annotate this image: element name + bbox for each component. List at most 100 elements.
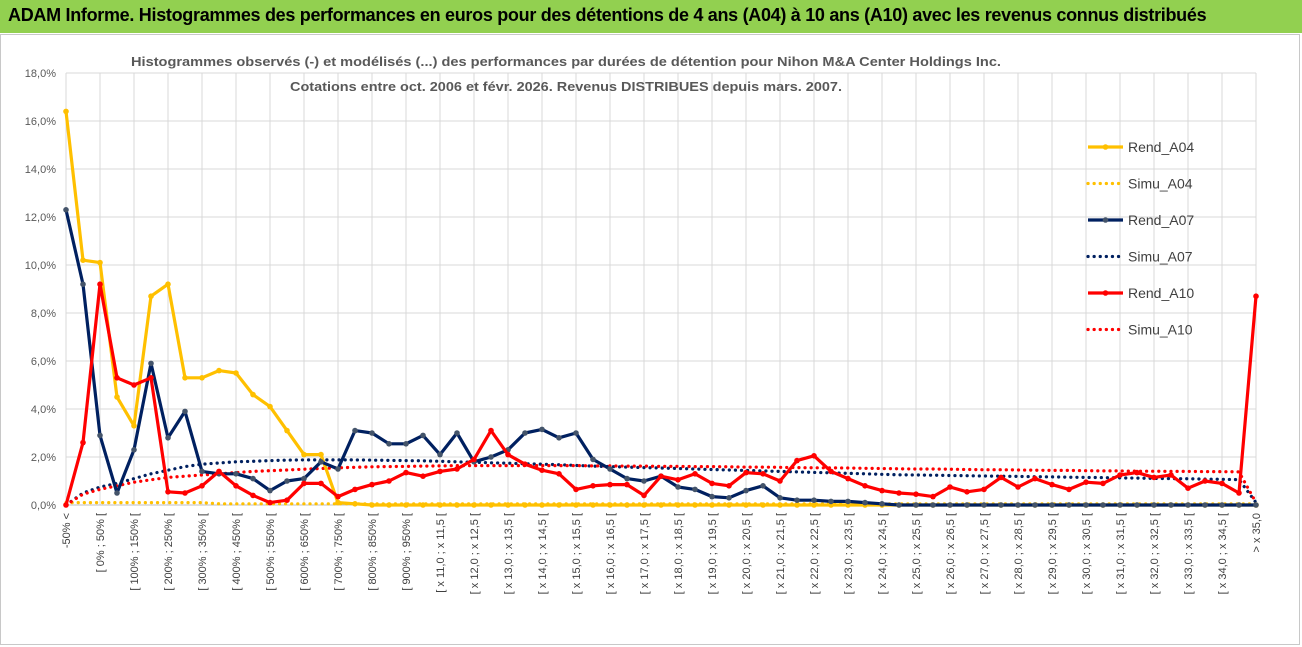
y-tick-label: 12,0%: [25, 212, 56, 224]
series-line-rend-a04: [64, 111, 1256, 507]
legend-marker-rend-a07: [1102, 217, 1109, 223]
y-tick-label: 10,0%: [25, 260, 56, 272]
data-point-rend-a10: [318, 480, 324, 487]
data-point-rend-a10: [386, 478, 392, 484]
data-point-rend-a07: [437, 451, 443, 458]
data-point-rend-a07: [301, 475, 307, 482]
data-point-rend-a10: [1066, 486, 1072, 493]
data-point-rend-a04: [726, 502, 732, 508]
data-point-rend-a07: [522, 430, 528, 436]
data-point-rend-a10: [811, 453, 817, 459]
x-tick-label: [ 900% ; 950% [: [401, 513, 413, 591]
data-point-rend-a07: [318, 459, 324, 465]
data-point-rend-a10: [641, 492, 647, 499]
x-tick-label: [ x 15,0 ; x 15,5 [: [571, 513, 583, 594]
data-point-rend-a10: [981, 486, 987, 493]
data-point-rend-a10: [1100, 480, 1106, 487]
data-point-rend-a10: [216, 468, 222, 475]
legend-marker-rend-a10: [1102, 290, 1109, 296]
data-point-rend-a04: [335, 499, 341, 506]
data-point-rend-a10: [1151, 474, 1157, 481]
x-tick-label: [ x 18,0 ; x 18,5 [: [673, 513, 685, 594]
data-point-rend-a07: [828, 498, 834, 505]
x-tick-label: [ 200% ; 250% [: [163, 513, 175, 591]
data-point-rend-a10: [1219, 480, 1225, 487]
data-point-rend-a10: [1049, 481, 1055, 488]
data-point-rend-a10: [998, 474, 1004, 481]
data-point-rend-a04: [199, 375, 205, 381]
data-point-rend-a07: [1015, 502, 1021, 508]
legend-label-rend-a10: Rend_A10: [1128, 285, 1194, 301]
data-point-rend-a10: [624, 481, 630, 488]
data-point-rend-a04: [250, 391, 256, 398]
data-point-rend-a07: [63, 207, 69, 213]
data-point-rend-a10: [131, 382, 137, 388]
data-point-rend-a07: [624, 475, 630, 482]
data-point-rend-a10: [1117, 472, 1123, 478]
data-point-rend-a07: [845, 498, 851, 505]
data-point-rend-a04: [590, 502, 596, 508]
data-point-rend-a04: [811, 502, 817, 508]
x-tick-label: -50% <: [61, 513, 73, 548]
x-tick-label: [ x 32,0 ; x 32,5 [: [1149, 513, 1161, 594]
data-point-rend-a10: [437, 468, 443, 475]
x-tick-label: [ x 31,0 ; x 31,5 [: [1115, 513, 1127, 594]
data-point-rend-a07: [233, 471, 239, 477]
data-point-rend-a04: [573, 502, 579, 508]
data-point-rend-a07: [998, 502, 1004, 508]
data-point-rend-a04: [80, 257, 86, 263]
data-point-rend-a07: [1083, 502, 1089, 508]
data-point-rend-a10: [607, 481, 613, 488]
data-point-rend-a10: [284, 497, 290, 504]
data-point-rend-a07: [1236, 502, 1242, 508]
y-tick-label: 14,0%: [25, 164, 56, 176]
data-point-rend-a07: [165, 435, 171, 441]
data-point-rend-a10: [709, 480, 715, 487]
data-point-rend-a07: [1117, 502, 1123, 508]
data-point-rend-a10: [1236, 490, 1242, 496]
data-point-rend-a10: [658, 473, 664, 480]
chart-title-line2: Cotations entre oct. 2006 et févr. 2026.…: [290, 79, 842, 94]
data-point-rend-a10: [114, 375, 120, 381]
data-point-rend-a07: [1151, 502, 1157, 508]
x-tick-label: [ x 28,0 ; x 28,5 [: [1013, 513, 1025, 594]
x-tick-label: [ x 25,0 ; x 25,5 [: [911, 513, 923, 594]
data-point-rend-a07: [199, 468, 205, 475]
data-point-rend-a04: [318, 451, 324, 458]
data-point-rend-a04: [607, 502, 613, 508]
chart-title-line1: Histogrammes observés (-) et modélisés (…: [131, 54, 1001, 69]
data-point-rend-a07: [692, 486, 698, 493]
data-point-rend-a04: [267, 403, 273, 410]
x-tick-label: [ x 14,0 ; x 14,5 [: [537, 513, 549, 594]
x-tick-label: [ x 24,0 ; x 24,5 [: [877, 513, 889, 594]
x-tick-label: > x 35,0: [1251, 513, 1263, 552]
data-point-rend-a10: [1134, 469, 1140, 476]
data-point-rend-a07: [97, 432, 103, 439]
data-point-rend-a04: [641, 502, 647, 508]
x-tick-label: [ 700% ; 750% [: [333, 513, 345, 591]
data-point-rend-a10: [97, 281, 103, 287]
data-point-rend-a07: [369, 430, 375, 436]
x-tick-label: [ x 16,0 ; x 16,5 [: [605, 513, 617, 594]
data-point-rend-a10: [148, 375, 154, 381]
data-point-rend-a10: [777, 478, 783, 484]
x-tick-label: [ x 22,0 ; x 22,5 [: [809, 513, 821, 594]
series-line-rend-a07: [64, 209, 1256, 507]
data-point-rend-a04: [131, 423, 137, 429]
data-point-rend-a04: [709, 502, 715, 508]
data-point-rend-a10: [964, 489, 970, 495]
data-point-rend-a07: [403, 441, 409, 447]
report-banner: ADAM Informe. Histogrammes des performan…: [0, 0, 1302, 33]
x-tick-label: [ x 27,0 ; x 27,5 [: [979, 513, 991, 594]
data-point-rend-a07: [1049, 502, 1055, 508]
data-point-rend-a04: [284, 427, 290, 434]
data-point-rend-a10: [1185, 485, 1191, 492]
data-point-rend-a07: [896, 502, 902, 508]
data-point-rend-a10: [80, 439, 86, 446]
data-point-rend-a10: [250, 492, 256, 499]
x-tick-label: [ 500% ; 550% [: [265, 513, 277, 591]
data-point-rend-a10: [454, 466, 460, 472]
y-tick-label: 16,0%: [25, 116, 56, 128]
y-tick-label: 18,0%: [25, 68, 56, 80]
data-point-rend-a10: [165, 489, 171, 495]
